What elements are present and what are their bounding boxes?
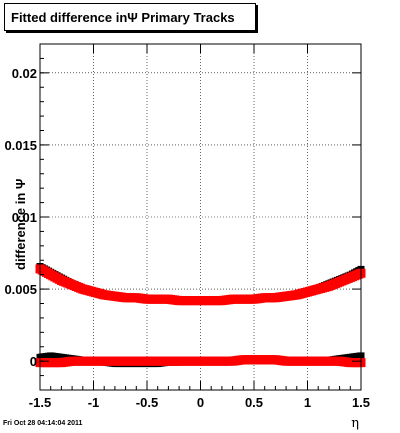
x-axis-label: η <box>351 416 359 431</box>
axis-ticks <box>39 43 362 391</box>
x-tick-label: -0.5 <box>136 395 158 410</box>
timestamp-label: Fri Oct 28 04:14:04 2011 <box>3 420 83 427</box>
x-tick-label: 1 <box>304 395 311 410</box>
x-tick-label: 1.5 <box>352 395 370 410</box>
y-tick-label: 0.015 <box>4 138 37 153</box>
y-tick-label: 0.01 <box>12 210 37 225</box>
y-tick-label: 0.005 <box>4 282 37 297</box>
x-tick-label: -1.5 <box>29 395 51 410</box>
grid-lines <box>39 44 362 390</box>
y-tick-label: 0.02 <box>12 66 37 81</box>
tick-labels: -1.5 -1 -0.5 0 0.5 1 1.5 0 0.005 0.01 0.015 0.02 <box>4 66 370 410</box>
chart-title: Fitted difference inΨ Primary Tracks <box>4 3 256 31</box>
y-axis-label: difference in Ψ <box>13 178 28 270</box>
series-2 <box>35 264 366 306</box>
data-markers <box>35 263 366 368</box>
y-tick-label: 0 <box>30 354 37 369</box>
x-tick-label: -1 <box>88 395 100 410</box>
series-3 <box>35 355 366 368</box>
x-tick-label: 0 <box>197 395 204 410</box>
x-tick-label: 0.5 <box>245 395 263 410</box>
